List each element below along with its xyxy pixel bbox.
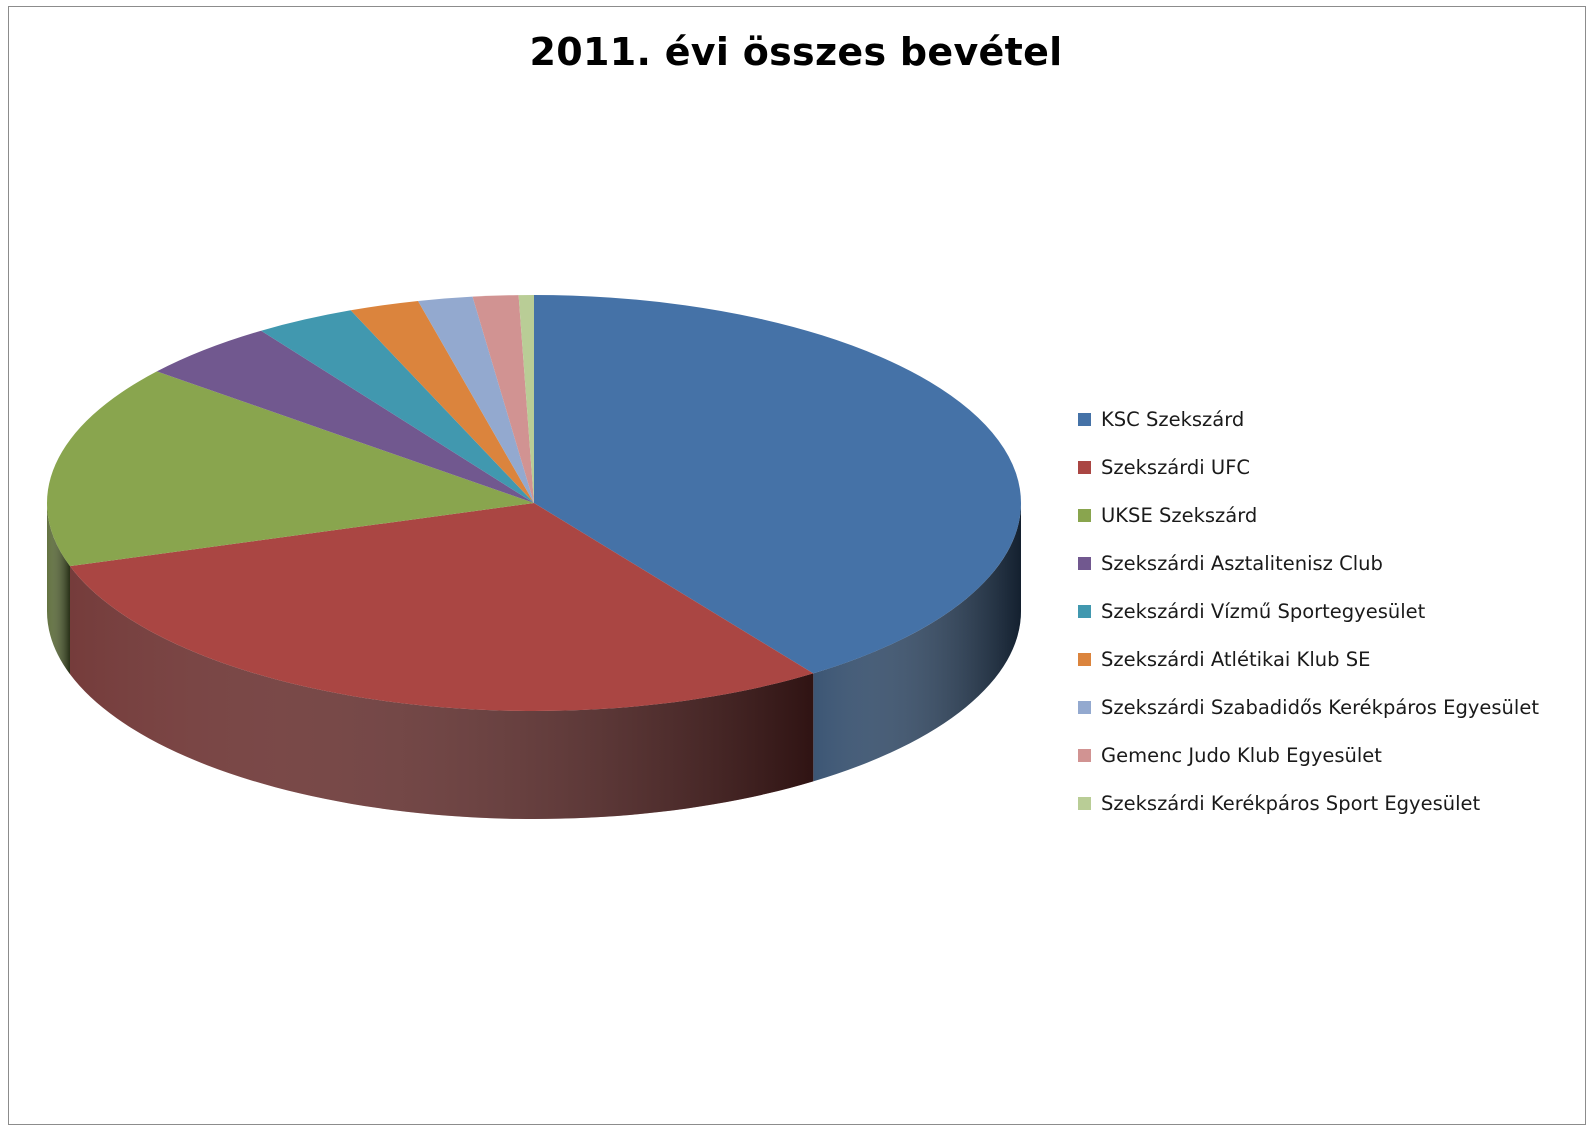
pie-side-shade-szekszardi-ufc: [69, 566, 814, 820]
legend-swatch: [1078, 748, 1091, 762]
legend-label: Szekszárdi Asztalitenisz Club: [1101, 551, 1383, 575]
legend-item: Szekszárdi Vízmű Sportegyesület: [1078, 587, 1588, 635]
legend-swatch: [1078, 412, 1091, 426]
legend-label: Gemenc Judo Klub Egyesület: [1101, 743, 1382, 767]
pie-slice-szekszardi-atletikai-klub-se: [350, 300, 534, 503]
legend-item: KSC Szekszárd: [1078, 395, 1588, 443]
pie-side-shade-ksc-szekszard: [813, 503, 1021, 782]
pie-slice-gemenc-judo-klub-egyesulet: [472, 295, 534, 503]
legend-label: UKSE Szekszárd: [1101, 503, 1258, 527]
legend-label: Szekszárdi Atlétikai Klub SE: [1101, 647, 1371, 671]
legend-label: Szekszárdi UFC: [1101, 455, 1251, 479]
legend-item: UKSE Szekszárd: [1078, 491, 1588, 539]
legend-label: Szekszárdi Szabadidős Kerékpáros Egyesül…: [1101, 695, 1539, 719]
chart-legend: KSC Szekszárd Szekszárdi UFC UKSE Szekszár…: [1078, 395, 1588, 827]
legend-item: Szekszárdi Atlétikai Klub SE: [1078, 635, 1588, 683]
legend-swatch: [1078, 460, 1091, 474]
pie-slice-szekszardi-asztalitenisz-club: [156, 330, 534, 503]
pie-slice-szekszardi-vizmu-sportegyesulet: [261, 310, 534, 503]
legend-swatch: [1078, 796, 1091, 810]
legend-label: Szekszárdi Vízmű Sportegyesület: [1101, 599, 1426, 623]
legend-swatch: [1078, 652, 1091, 666]
legend-item: Szekszárdi Szabadidős Kerékpáros Egyesül…: [1078, 683, 1588, 731]
legend-item: Gemenc Judo Klub Egyesület: [1078, 731, 1588, 779]
pie-slice-ksc-szekszard: [534, 295, 1022, 674]
legend-swatch: [1078, 556, 1091, 570]
legend-item: Szekszárdi Kerékpáros Sport Egyesület: [1078, 779, 1588, 827]
legend-label: Szekszárdi Kerékpáros Sport Egyesület: [1101, 791, 1481, 815]
pie-slice-szekszardi-kerekparos-sport-egyesulet: [518, 295, 534, 503]
chart-title: 2011. évi összes bevétel: [529, 30, 1063, 74]
legend-swatch: [1078, 508, 1091, 522]
pie-side-shade-ukse-szekszard: [47, 503, 70, 675]
pie-slice-ukse-szekszard: [47, 371, 534, 567]
legend-swatch: [1078, 700, 1091, 714]
legend-swatch: [1078, 604, 1091, 618]
pie-slice-szekszardi-szabadidos-kerekparos-egyesulet: [418, 296, 534, 503]
pie-slice-szekszardi-ufc: [69, 503, 814, 712]
legend-item: Szekszárdi Asztalitenisz Club: [1078, 539, 1588, 587]
legend-label: KSC Szekszárd: [1101, 407, 1245, 431]
legend-item: Szekszárdi UFC: [1078, 443, 1588, 491]
